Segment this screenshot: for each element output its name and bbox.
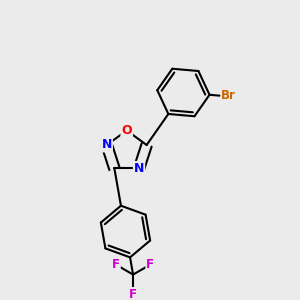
Text: F: F <box>112 258 120 271</box>
Text: N: N <box>102 139 112 152</box>
Text: F: F <box>129 288 137 300</box>
Text: F: F <box>146 258 154 271</box>
Text: Br: Br <box>221 89 236 102</box>
Text: N: N <box>134 162 144 175</box>
Text: O: O <box>122 124 132 137</box>
